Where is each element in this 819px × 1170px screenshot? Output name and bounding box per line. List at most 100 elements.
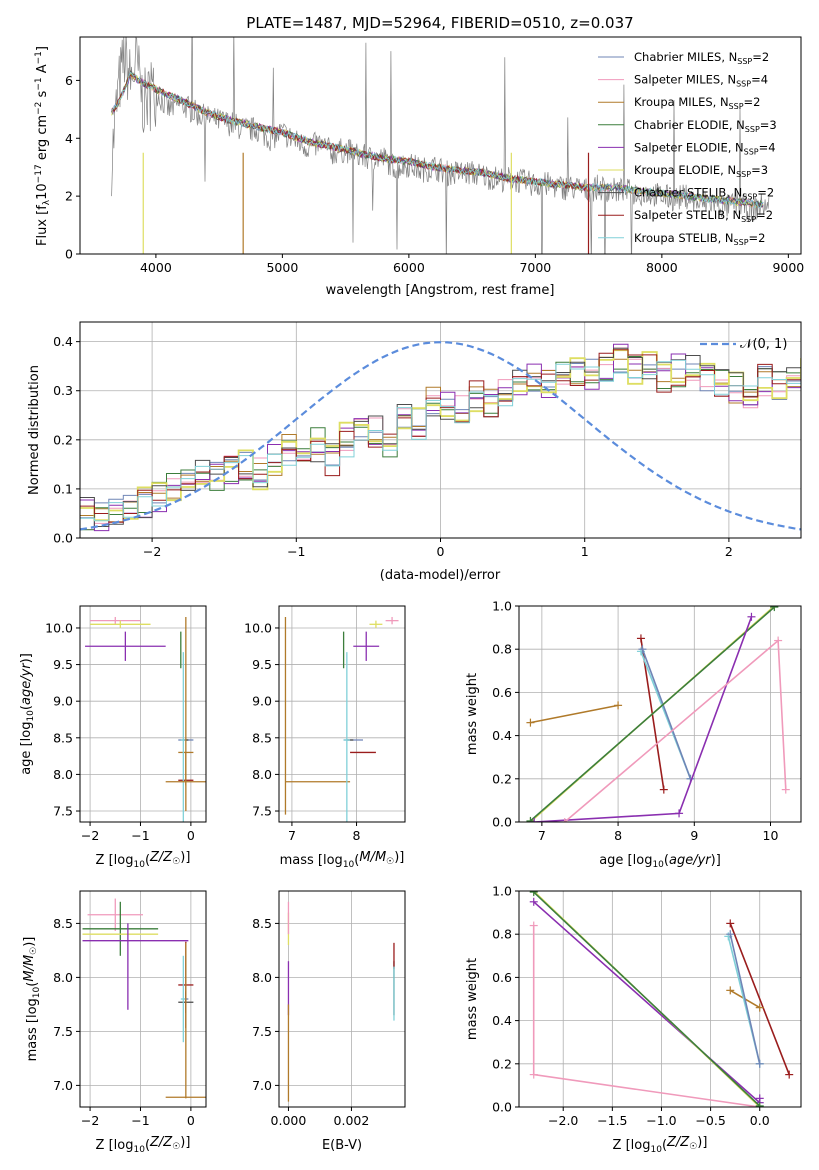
axes-frame: [79, 890, 207, 1108]
panel-5: −2 −1 0 7.0 7.5 8.0 8.5 Z [log10(Z/Z☉)] mass [lo…: [22, 890, 207, 1155]
x-tick-label: −1.5: [597, 1113, 627, 1128]
y-axis-label: mass [log10(M/M☉)]: [22, 937, 42, 1062]
x-tick-label: −1: [131, 828, 149, 843]
y-axis-label: Flux [fλ10−17 erg cm−2 s−1 A−1]: [34, 46, 52, 246]
y-tick-label: 4: [65, 131, 73, 146]
x-axis-label: age [log10(age/yr)]: [599, 853, 721, 870]
y-tick-label: 2: [65, 189, 73, 204]
x-axis-label: Z [log10(Z/Z☉)]: [96, 850, 191, 870]
plot-area: [287, 901, 395, 1102]
plot-area: [284, 616, 399, 822]
histogram-step-5: [80, 349, 801, 522]
y-tick-label: 8.0: [53, 970, 73, 985]
histogram-step-6: [80, 347, 801, 527]
weight-line-1: [533, 901, 761, 1105]
x-tick-label: 6000: [393, 260, 425, 275]
x-tick-label: −2: [81, 828, 99, 843]
y-tick-label: 8.5: [252, 916, 272, 931]
plot-area: [526, 606, 790, 822]
model-line-8: [111, 71, 764, 209]
x-tick-label: −1: [131, 1113, 149, 1128]
x-axis-label: Z [log10(Z/Z☉)]: [96, 1135, 191, 1155]
y-axis-label: age [log10(age/yr)]: [19, 653, 36, 775]
histogram-step-3: [80, 356, 801, 531]
x-tick-label: 2: [725, 544, 733, 559]
legend-label-6: Chabrier STELIB, NSSP=2: [634, 186, 774, 202]
y-tick-label: 0.6: [492, 970, 512, 985]
x-axis-label: mass [log10(M/M☉)]: [280, 850, 405, 870]
y-tick-label: 1.0: [492, 884, 512, 899]
y-tick-label: 8.5: [53, 730, 73, 745]
y-tick-label: 8.0: [252, 767, 272, 782]
y-tick-label: 7.5: [252, 804, 272, 819]
y-tick-label: 0.8: [492, 642, 512, 657]
y-tick-label: 10.0: [45, 620, 73, 635]
x-tick-label: 7000: [519, 260, 551, 275]
normal-curve: [80, 341, 801, 531]
y-tick-label: 9.0: [53, 694, 73, 709]
y-tick-label: 0.0: [492, 1100, 512, 1115]
histogram-step-4: [80, 343, 801, 532]
weight-line-4: [729, 923, 790, 1075]
panel-2: −2 −1 0 7.5 8.0 8.5 9.0 9.5 10.0 Z [log10(Z/Z☉)] a…: [19, 605, 207, 870]
x-tick-label: 5000: [266, 260, 298, 275]
weight-line-3: [533, 891, 761, 1107]
axes-frame: [518, 890, 802, 1108]
legend-label-5: Kroupa ELODIE, NSSP=3: [634, 163, 768, 179]
x-axis-label: (data-model)/error: [380, 568, 501, 583]
plot-area: [85, 616, 206, 822]
plot-area: [111, 37, 770, 254]
y-tick-label: 0.3: [53, 383, 73, 398]
y-tick-label: 7.5: [53, 1024, 73, 1039]
x-axis-label: wavelength [Angstrom, rest frame]: [326, 283, 555, 298]
x-tick-label: 1: [581, 544, 589, 559]
legend-label-7: Salpeter STELIB, NSSP=2: [634, 208, 773, 224]
axes-frame: [278, 890, 406, 1108]
panel-4: 7 8 9 10 0.0 0.2 0.4 0.6 0.8 1.0 age [log10(age/yr…: [465, 599, 802, 870]
y-tick-label: 8.5: [252, 730, 272, 745]
x-tick-label: 10: [763, 828, 779, 843]
x-tick-label: −2: [81, 1113, 99, 1128]
x-tick-label: 8: [353, 828, 361, 843]
x-tick-label: −2: [143, 544, 161, 559]
y-axis-label: mass weight: [465, 673, 480, 755]
x-tick-label: 8000: [646, 260, 678, 275]
y-tick-label: 7.5: [53, 804, 73, 819]
axes-frame: [79, 321, 802, 539]
y-axis-label: Normed distribution: [27, 365, 42, 495]
panel-0: 4000 5000 6000 7000 8000 9000 0 2 4 6 PLATE=1487, …: [34, 14, 804, 298]
y-tick-label: 0.8: [492, 927, 512, 942]
legend-label-3: Chabrier ELODIE, NSSP=3: [634, 118, 777, 134]
x-tick-label: −2.0: [548, 1113, 578, 1128]
x-axis-label: Z [log10(Z/Z☉)]: [613, 1135, 708, 1155]
y-tick-label: 7.5: [252, 1024, 272, 1039]
plot-area: [80, 341, 801, 532]
weight-line-7: [564, 638, 787, 822]
x-tick-label: 7: [538, 828, 546, 843]
legend-label-1: Salpeter MILES, NSSP=4: [634, 73, 768, 89]
axes-frame: [79, 36, 802, 255]
x-tick-label: 4000: [140, 260, 172, 275]
axes-frame: [518, 605, 802, 823]
x-tick-label: 7: [288, 828, 296, 843]
axes-frame: [278, 605, 406, 823]
y-tick-label: 0: [65, 247, 73, 262]
x-tick-label: 0: [437, 544, 445, 559]
y-axis-label: mass weight: [465, 958, 480, 1040]
legend-label-2: Kroupa MILES, NSSP=2: [634, 95, 760, 111]
panel-3: 7 8 7.5 8.0 8.5 9.0 9.5 10.0 mass [log10(M/M☉)]: [244, 605, 406, 870]
y-tick-label: 0.4: [492, 1013, 512, 1028]
y-tick-label: 9.5: [53, 657, 73, 672]
legend-label-0: Chabrier MILES, NSSP=2: [634, 50, 769, 66]
histogram-step-1: [80, 347, 801, 530]
x-tick-label: −1: [287, 544, 305, 559]
weight-line-0: [530, 704, 619, 724]
legend-label-normal: 𝒩(0, 1): [740, 337, 787, 352]
panel-6: 0.000 0.002 7.0 7.5 8.0 8.5 E(B-V): [252, 890, 406, 1153]
weight-line-7: [729, 934, 761, 1064]
x-tick-label: 0.0: [750, 1113, 770, 1128]
chart-title: PLATE=1487, MJD=52964, FIBERID=0510, z=0…: [246, 14, 633, 32]
y-tick-label: 10.0: [244, 620, 272, 635]
x-tick-label: 9: [690, 828, 698, 843]
